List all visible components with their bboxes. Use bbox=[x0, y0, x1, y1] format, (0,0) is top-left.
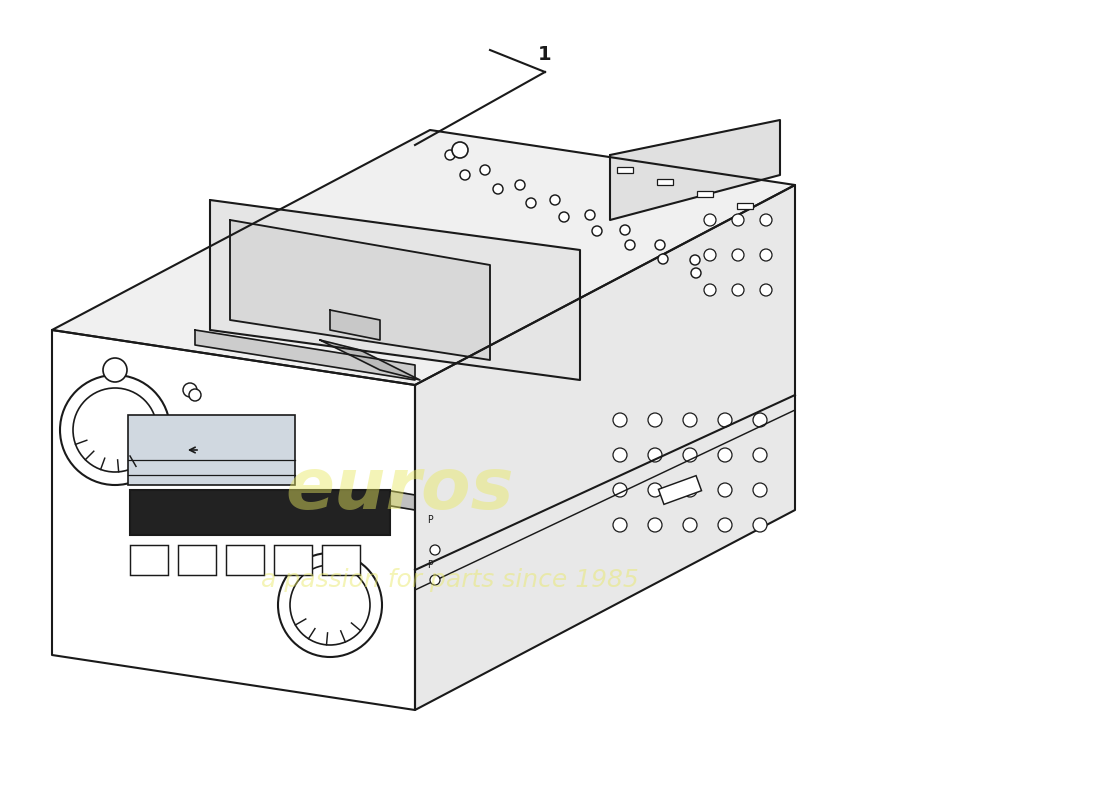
Circle shape bbox=[613, 448, 627, 462]
Circle shape bbox=[732, 249, 744, 261]
Circle shape bbox=[526, 198, 536, 208]
Polygon shape bbox=[320, 340, 420, 380]
Bar bbox=[697, 191, 713, 197]
Circle shape bbox=[754, 413, 767, 427]
Circle shape bbox=[480, 165, 490, 175]
Polygon shape bbox=[52, 130, 795, 385]
Circle shape bbox=[613, 483, 627, 497]
Circle shape bbox=[625, 240, 635, 250]
Circle shape bbox=[648, 448, 662, 462]
Circle shape bbox=[718, 448, 732, 462]
Bar bbox=[617, 167, 632, 173]
Polygon shape bbox=[330, 310, 380, 340]
Circle shape bbox=[658, 254, 668, 264]
Text: 1: 1 bbox=[538, 46, 552, 65]
Circle shape bbox=[691, 268, 701, 278]
Bar bbox=[274, 545, 312, 575]
Circle shape bbox=[189, 389, 201, 401]
Circle shape bbox=[732, 284, 744, 296]
Circle shape bbox=[704, 284, 716, 296]
Circle shape bbox=[430, 575, 440, 585]
Circle shape bbox=[754, 518, 767, 532]
Bar bbox=[128, 415, 295, 485]
Text: euros: euros bbox=[286, 455, 515, 525]
Circle shape bbox=[760, 284, 772, 296]
Circle shape bbox=[103, 358, 127, 382]
Circle shape bbox=[430, 545, 440, 555]
Circle shape bbox=[704, 214, 716, 226]
Circle shape bbox=[493, 184, 503, 194]
Polygon shape bbox=[52, 330, 415, 710]
Circle shape bbox=[754, 448, 767, 462]
Circle shape bbox=[515, 180, 525, 190]
Circle shape bbox=[592, 226, 602, 236]
Circle shape bbox=[550, 195, 560, 205]
Circle shape bbox=[718, 518, 732, 532]
Circle shape bbox=[446, 150, 455, 160]
Bar bbox=[130, 545, 168, 575]
Bar bbox=[130, 490, 390, 535]
Circle shape bbox=[460, 170, 470, 180]
Polygon shape bbox=[195, 330, 415, 380]
Bar bbox=[226, 545, 264, 575]
Circle shape bbox=[648, 413, 662, 427]
Circle shape bbox=[648, 518, 662, 532]
Circle shape bbox=[183, 383, 197, 397]
Polygon shape bbox=[415, 185, 795, 710]
Circle shape bbox=[760, 214, 772, 226]
Text: a passion for parts since 1985: a passion for parts since 1985 bbox=[261, 568, 639, 592]
Circle shape bbox=[690, 255, 700, 265]
Circle shape bbox=[613, 518, 627, 532]
Circle shape bbox=[754, 483, 767, 497]
Circle shape bbox=[683, 448, 697, 462]
Circle shape bbox=[704, 249, 716, 261]
Circle shape bbox=[760, 249, 772, 261]
Polygon shape bbox=[610, 120, 780, 220]
Circle shape bbox=[718, 483, 732, 497]
Circle shape bbox=[585, 210, 595, 220]
Circle shape bbox=[620, 225, 630, 235]
Circle shape bbox=[732, 214, 744, 226]
Circle shape bbox=[718, 413, 732, 427]
Circle shape bbox=[683, 413, 697, 427]
Polygon shape bbox=[210, 200, 580, 380]
Circle shape bbox=[648, 483, 662, 497]
Text: P: P bbox=[427, 560, 433, 570]
Polygon shape bbox=[230, 220, 490, 360]
Bar bbox=[657, 179, 673, 185]
Circle shape bbox=[654, 240, 666, 250]
Circle shape bbox=[60, 375, 170, 485]
Circle shape bbox=[559, 212, 569, 222]
Bar bbox=[737, 203, 754, 209]
Circle shape bbox=[613, 413, 627, 427]
Circle shape bbox=[683, 518, 697, 532]
Bar bbox=[178, 545, 216, 575]
Polygon shape bbox=[385, 490, 415, 510]
Circle shape bbox=[452, 142, 468, 158]
Bar bbox=[659, 476, 702, 504]
Bar bbox=[322, 545, 360, 575]
Text: P: P bbox=[427, 515, 433, 525]
Circle shape bbox=[278, 553, 382, 657]
Circle shape bbox=[683, 483, 697, 497]
